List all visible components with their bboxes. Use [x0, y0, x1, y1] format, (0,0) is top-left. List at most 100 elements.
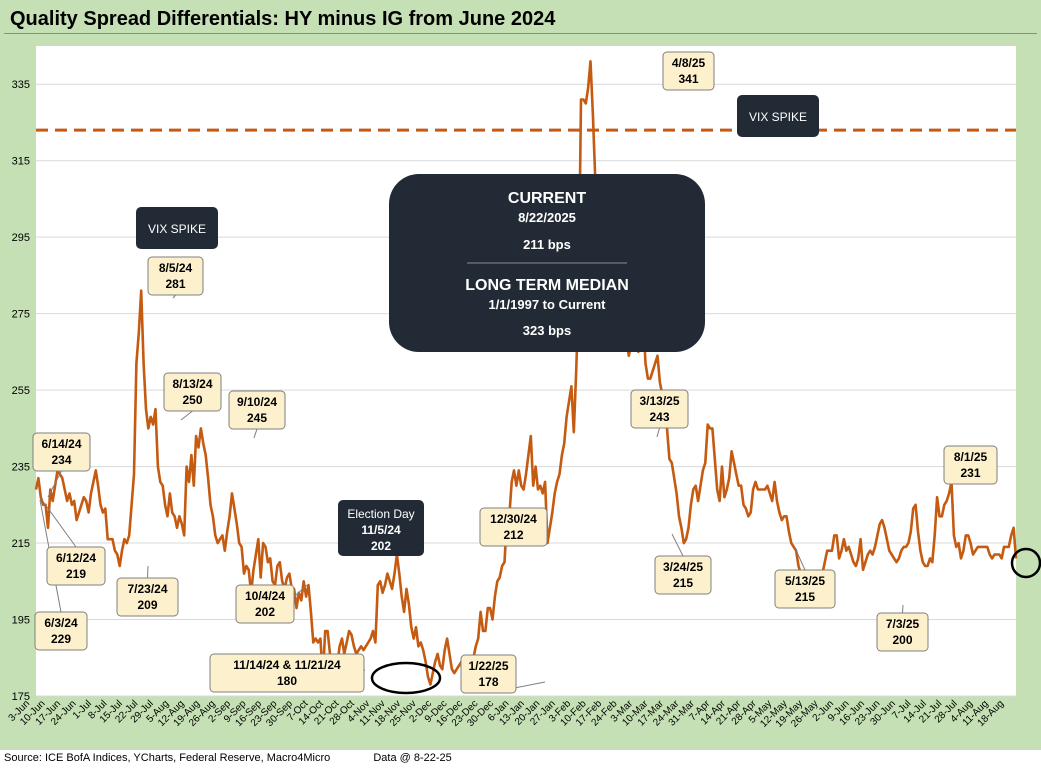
callout-box — [774, 569, 836, 609]
election-value: 202 — [371, 539, 391, 553]
callout-date: 8/1/25 — [954, 450, 988, 464]
y-tick-label: 315 — [12, 156, 30, 168]
callout-value: 234 — [51, 453, 71, 467]
median-value: 323 bps — [523, 323, 571, 338]
callout-value: 281 — [165, 277, 185, 291]
callout-value: 341 — [678, 72, 698, 86]
vix-spike-text-1: VIX SPIKE — [148, 222, 206, 236]
current-value: 211 bps — [523, 237, 571, 252]
callout-value: 229 — [51, 632, 71, 646]
callout-box — [630, 389, 689, 429]
series-line — [34, 60, 1018, 686]
y-tick-label: 335 — [12, 79, 30, 91]
callout: 6/3/24 229 — [34, 611, 88, 651]
y-axis: 175 195 215 235 255 275 295 315 335 — [12, 79, 30, 703]
callout-date: 6/14/24 — [41, 437, 81, 451]
callout-date: 11/14/24 & 11/21/24 — [233, 658, 341, 672]
callout: 9/10/24 245 — [228, 390, 286, 430]
title-divider — [4, 33, 1037, 34]
info-box: CURRENT 8/22/2025 211 bps LONG TERM MEDI… — [389, 174, 705, 352]
callout-box — [163, 372, 222, 412]
plot-area — [36, 46, 1016, 696]
callout-box — [46, 546, 106, 586]
source-text: Source: ICE BofA Indices, YCharts, Feder… — [4, 752, 331, 764]
callout-box — [228, 390, 286, 430]
callout-leader — [147, 565, 149, 579]
callout-date: 10/4/24 — [245, 589, 285, 603]
footer: Source: ICE BofA Indices, YCharts, Feder… — [4, 752, 492, 764]
callout-value: 202 — [255, 605, 275, 619]
x-axis: 3-Jun10-Jun17-Jun24-Jun1-Jul8-Jul15-Jul2… — [7, 698, 1006, 730]
callout: 5/13/25 215 — [774, 569, 836, 609]
callout-date: 1/22/25 — [468, 659, 508, 673]
callout: 8/13/24 250 — [163, 372, 222, 412]
callout-value: 178 — [478, 675, 498, 689]
callout: 6/12/24 219 — [46, 546, 106, 586]
callout-date: 7/23/24 — [127, 582, 167, 596]
callout-box — [235, 584, 295, 624]
current-date: 8/22/2025 — [518, 210, 576, 225]
callout-box — [662, 51, 715, 91]
callout-date: 6/12/24 — [56, 551, 96, 565]
callout-value: 243 — [649, 410, 669, 424]
callout-value: 180 — [277, 674, 297, 688]
callout-date: 3/24/25 — [663, 560, 703, 574]
y-tick-label: 215 — [12, 538, 30, 550]
callout-box — [34, 611, 88, 651]
callout-date: 3/13/25 — [639, 394, 679, 408]
callout: 8/1/25 231 — [943, 445, 998, 485]
callout-box — [209, 653, 365, 693]
callout-date: 5/13/25 — [785, 574, 825, 588]
callout-leader — [180, 410, 193, 421]
vix-spike-label-2: VIX SPIKE — [737, 95, 819, 137]
callout: 1/22/25 178 — [460, 654, 517, 694]
callout-leader — [253, 428, 258, 439]
callout-box — [943, 445, 998, 485]
y-tick-label: 195 — [12, 615, 30, 627]
callout: 6/14/24 234 — [32, 432, 91, 472]
callout-date: 8/13/24 — [172, 377, 212, 391]
election-day-label: Election Day 11/5/24 202 — [338, 500, 424, 556]
spread-chart: 175 195 215 235 255 275 295 315 335 3-Jun10-Jun1… — [7, 51, 1041, 730]
callout: 3/13/25 243 — [630, 389, 689, 429]
y-tick-label: 235 — [12, 462, 30, 474]
callout-box — [876, 612, 929, 652]
y-tick-label: 175 — [12, 691, 30, 703]
callout-leader — [902, 604, 904, 614]
y-tick-label: 255 — [12, 385, 30, 397]
callout-value: 215 — [795, 590, 815, 604]
callout-box — [147, 256, 204, 296]
callout: 10/4/24 202 — [235, 584, 295, 624]
callout: 8/5/24 281 — [147, 256, 204, 296]
election-title: Election Day — [347, 507, 414, 521]
callout-date: 7/3/25 — [886, 617, 920, 631]
y-tick-label: 275 — [12, 309, 30, 321]
callout: 7/23/24 209 — [116, 577, 179, 617]
election-date: 11/5/24 — [361, 523, 401, 537]
callout-value: 231 — [960, 466, 980, 480]
chart-title: Quality Spread Differentials: HY minus I… — [6, 4, 1036, 34]
callout: 4/8/25 341 — [662, 51, 715, 91]
callout-value: 245 — [247, 411, 267, 425]
median-title: LONG TERM MEDIAN — [465, 277, 629, 294]
callout: 12/30/24 212 — [479, 507, 548, 547]
callout-box — [654, 555, 712, 595]
callout-value: 250 — [182, 393, 202, 407]
callout-leader — [41, 499, 77, 548]
callout: 3/24/25 215 — [654, 555, 712, 595]
median-range: 1/1/1997 to Current — [488, 297, 606, 312]
callout-leader — [47, 470, 62, 498]
callout-date: 6/3/24 — [44, 616, 78, 630]
callout-value: 209 — [137, 598, 157, 612]
callout-date: 8/5/24 — [159, 261, 193, 275]
callouts: 6/3/24 229 6/14/24 234 6/12/24 219 7/23/24 209 8… — [32, 51, 998, 694]
callout-box — [32, 432, 91, 472]
callout-leader — [671, 533, 684, 557]
callout: 11/14/24 & 11/21/24 180 — [209, 653, 365, 693]
callout-value: 200 — [892, 633, 912, 647]
vix-spike-text-2: VIX SPIKE — [749, 110, 807, 124]
callout-value: 219 — [66, 567, 86, 581]
election-low-circle — [370, 661, 442, 695]
callout-value: 212 — [503, 528, 523, 542]
callout-box — [116, 577, 179, 617]
